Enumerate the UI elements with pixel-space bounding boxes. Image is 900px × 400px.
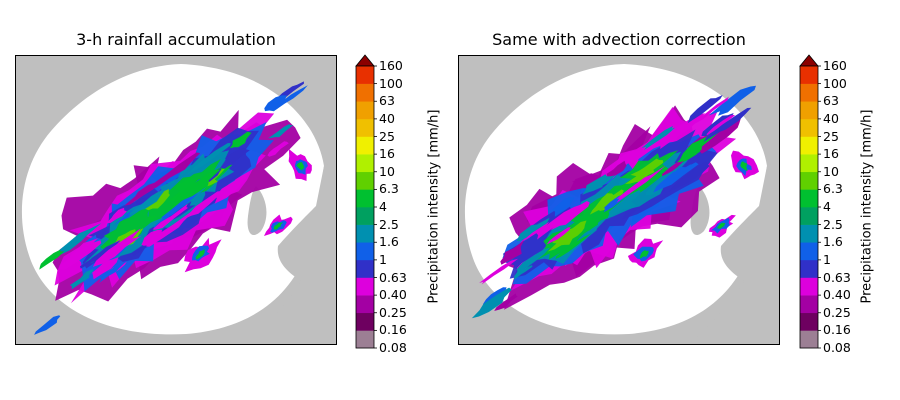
colorbar-segment — [800, 277, 818, 296]
right-colorbar-label: Precipitation intensity [mm/h] — [859, 109, 875, 304]
colorbar-segment — [356, 312, 374, 331]
colorbar-segment — [356, 171, 374, 190]
colorbar-tick-label: 6.3 — [823, 181, 843, 197]
precipitation-field — [34, 81, 312, 335]
colorbar-segment — [356, 295, 374, 314]
colorbar-tick-label: 4 — [379, 199, 387, 214]
colorbar-segment — [800, 207, 818, 225]
colorbar-tick-label: 40 — [379, 110, 395, 126]
colorbar-tick-label: 0.25 — [379, 304, 407, 320]
colorbar-tick-label: 10 — [823, 163, 839, 179]
colorbar-tick-label: 4 — [823, 199, 831, 214]
colorbar-tick-label: 1 — [823, 251, 831, 267]
colorbar-tick-label: 25 — [379, 128, 395, 144]
colorbar-segment — [800, 189, 818, 208]
colorbar-segment — [356, 83, 374, 102]
colorbar-segment — [800, 171, 818, 190]
colorbar-overflow-triangle — [355, 54, 375, 67]
colorbar-tick-label: 25 — [823, 128, 839, 144]
colorbar-tick-label: 0.16 — [379, 322, 407, 338]
colorbar-tick-label: 63 — [823, 93, 839, 109]
colorbar-segment — [800, 136, 818, 155]
colorbar-tick-label: 0.63 — [379, 269, 407, 285]
right-precipitation-map — [458, 55, 780, 345]
colorbar-tick-label: 0.25 — [823, 304, 851, 320]
colorbar-segment — [800, 66, 818, 84]
left-precipitation-map — [15, 55, 337, 345]
colorbar-tick-label: 1.6 — [379, 234, 399, 250]
colorbar-tick-label: 2.5 — [823, 216, 843, 232]
right-panel-title: Same with advection correction — [492, 30, 746, 49]
colorbar-segment — [800, 259, 818, 278]
colorbar-segment — [356, 242, 374, 261]
colorbar-segment — [356, 189, 374, 208]
left-colorbar — [355, 54, 377, 349]
colorbar-tick-label: 63 — [379, 93, 395, 109]
colorbar-segment — [356, 136, 374, 155]
colorbar-tick-label: 2.5 — [379, 216, 399, 232]
colorbar-segment — [356, 224, 374, 243]
colorbar-segment — [356, 118, 374, 137]
colorbar-segment — [800, 101, 818, 120]
colorbar-segment — [356, 66, 374, 84]
colorbar-segment — [356, 207, 374, 225]
colorbar-tick-label: 1 — [379, 251, 387, 267]
colorbar-tick-label: 40 — [823, 110, 839, 126]
colorbar-segment — [356, 101, 374, 120]
colorbar-tick-label: 10 — [379, 163, 395, 179]
colorbar-tick-label: 6.3 — [379, 181, 399, 197]
colorbar-segment — [800, 330, 818, 349]
left-colorbar-label: Precipitation intensity [mm/h] — [426, 109, 442, 304]
colorbar-tick-label: 0.40 — [379, 287, 407, 303]
colorbar-tick-label: 16 — [379, 146, 395, 162]
colorbar-segment — [800, 312, 818, 331]
colorbar-segment — [800, 83, 818, 102]
colorbar-tick-label: 0.08 — [823, 340, 851, 355]
colorbar-tick-label: 100 — [823, 75, 847, 91]
colorbar-segment — [356, 259, 374, 278]
colorbar-tick-label: 160 — [379, 58, 403, 73]
colorbar-segment — [356, 154, 374, 173]
colorbar-tick-label: 1.6 — [823, 234, 843, 250]
colorbar-segment — [800, 242, 818, 261]
colorbar-tick-label: 0.63 — [823, 269, 851, 285]
precipitation-field — [471, 85, 759, 319]
colorbar-segment — [800, 295, 818, 314]
colorbar-segment — [356, 277, 374, 296]
colorbar-segment — [800, 154, 818, 173]
colorbar-segment — [800, 118, 818, 137]
colorbar-tick-label: 0.16 — [823, 322, 851, 338]
colorbar-tick-label: 0.40 — [823, 287, 851, 303]
colorbar-tick-label: 160 — [823, 58, 847, 73]
colorbar-segment — [800, 224, 818, 243]
colorbar-overflow-triangle — [799, 54, 819, 67]
colorbar-tick-label: 100 — [379, 75, 403, 91]
colorbar-tick-label: 16 — [823, 146, 839, 162]
colorbar-segment — [356, 330, 374, 349]
right-colorbar — [799, 54, 821, 349]
left-panel-title: 3-h rainfall accumulation — [76, 30, 276, 49]
colorbar-tick-label: 0.08 — [379, 340, 407, 355]
